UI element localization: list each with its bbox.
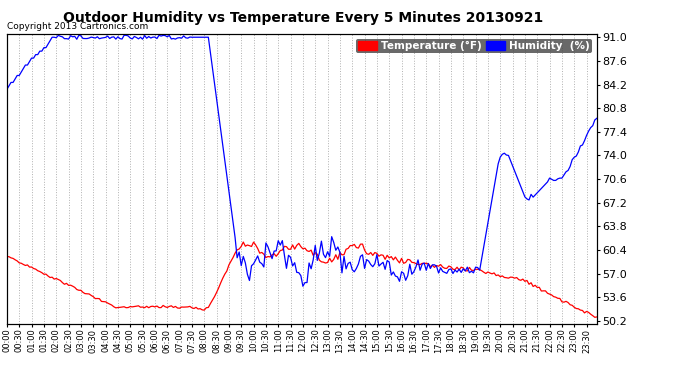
Legend: Temperature (°F), Humidity  (%): Temperature (°F), Humidity (%) [356, 39, 591, 53]
Text: Outdoor Humidity vs Temperature Every 5 Minutes 20130921: Outdoor Humidity vs Temperature Every 5 … [63, 11, 544, 25]
Text: Copyright 2013 Cartronics.com: Copyright 2013 Cartronics.com [7, 22, 148, 31]
